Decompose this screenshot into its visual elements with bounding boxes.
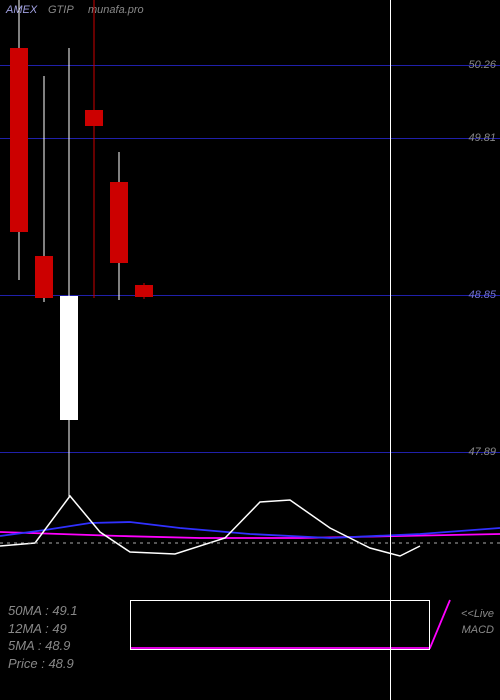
ma12-readout: 12MA : 49	[8, 620, 78, 638]
macd-live-label: <<Live	[461, 608, 494, 620]
indicator-line	[0, 496, 420, 556]
chart-root: AMEX GTIP munafa.pro 50.2649.8148.8547.8…	[0, 0, 500, 700]
macd-label: MACD	[462, 624, 494, 636]
ma50-readout: 50MA : 49.1	[8, 602, 78, 620]
cursor-line	[390, 0, 391, 700]
price-readout: Price : 48.9	[8, 655, 78, 673]
macd-box	[130, 600, 430, 650]
stats-panel: 50MA : 49.1 12MA : 49 5MA : 48.9 Price :…	[8, 602, 78, 672]
ma5-readout: 5MA : 48.9	[8, 637, 78, 655]
indicator-overlay	[0, 0, 500, 700]
